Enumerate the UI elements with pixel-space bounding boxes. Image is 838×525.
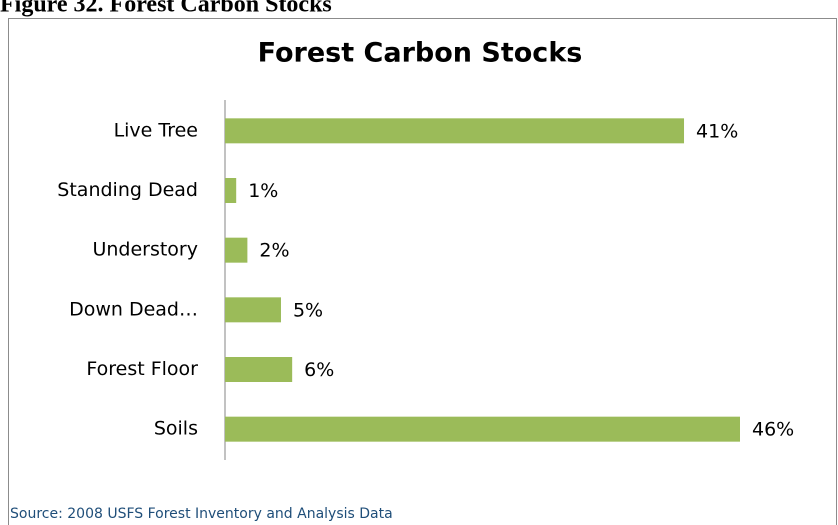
figure-caption: Figure 32. Forest Carbon Stocks bbox=[0, 0, 332, 18]
chart-frame bbox=[8, 18, 837, 525]
bar bbox=[225, 237, 248, 263]
bar bbox=[225, 357, 293, 382]
value-label: 6% bbox=[304, 359, 334, 381]
category-label: Understory bbox=[92, 239, 198, 261]
category-label: Live Tree bbox=[114, 119, 198, 141]
source-note: Source: 2008 USFS Forest Inventory and A… bbox=[10, 506, 393, 522]
value-label: 46% bbox=[752, 419, 794, 441]
category-label: Standing Dead bbox=[57, 179, 198, 201]
category-label: Forest Floor bbox=[86, 358, 198, 380]
value-label: 41% bbox=[696, 120, 738, 142]
chart-title: Forest Carbon Stocks bbox=[258, 38, 583, 69]
bar bbox=[225, 178, 237, 203]
category-label: Soils bbox=[154, 418, 198, 440]
value-label: 1% bbox=[248, 180, 278, 202]
bar bbox=[225, 118, 685, 144]
value-label: 5% bbox=[293, 299, 323, 321]
category-label: Down Dead… bbox=[69, 298, 198, 320]
bar bbox=[225, 416, 740, 442]
value-label: 2% bbox=[259, 240, 289, 262]
bar bbox=[225, 297, 281, 323]
